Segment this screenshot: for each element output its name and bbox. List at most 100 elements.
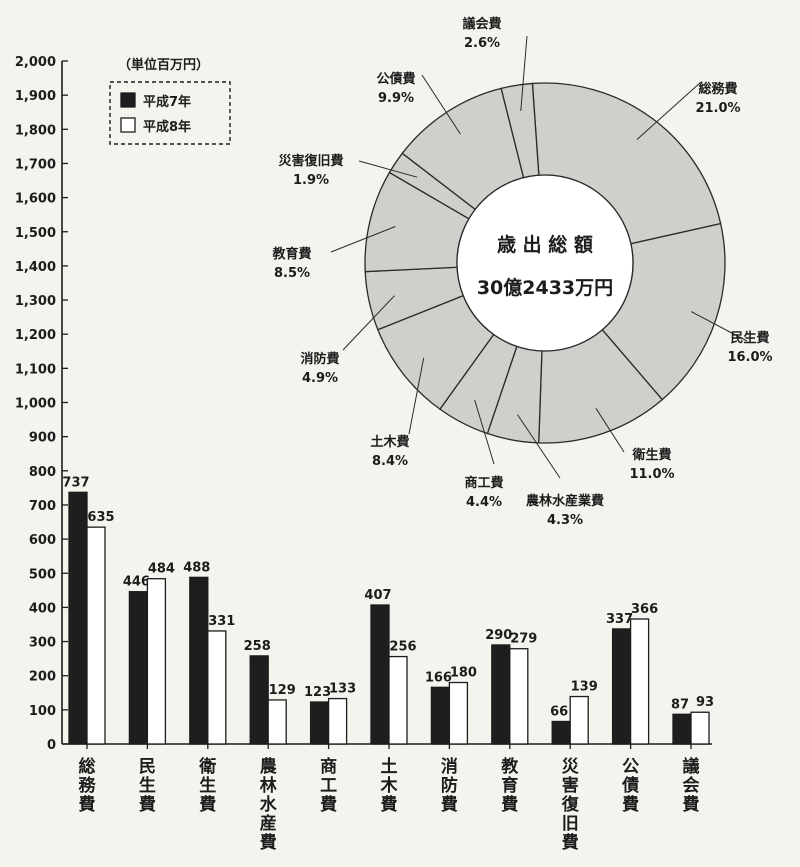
bar-series-1: [551, 720, 571, 745]
bar-series-1: [370, 604, 390, 745]
bar-series-1: [309, 701, 330, 745]
x-category-label: 総務費: [79, 756, 97, 815]
bar-value-label: 635: [87, 510, 114, 525]
bar-series-2: [509, 648, 529, 745]
bar-value-label: 446: [123, 575, 150, 590]
bar-series-2: [86, 526, 106, 745]
donut-slice-label: 議会費 2.6%: [462, 16, 501, 51]
y-tick-label: 1,100: [15, 362, 56, 377]
bar-series-1: [430, 686, 451, 745]
y-tick-label: 1,800: [15, 123, 56, 138]
bar-series-2: [388, 655, 408, 745]
bar-series-1: [128, 591, 149, 745]
bar-series-2: [267, 699, 287, 745]
x-category-label: 商工費: [320, 756, 337, 815]
bar-series-1: [491, 644, 511, 745]
donut-leader-line: [358, 160, 418, 178]
donut-center-title: 歳 出 総 額: [497, 233, 593, 256]
donut-leader-line: [342, 295, 395, 351]
donut-slice-label: 民生費 16.0%: [727, 330, 772, 365]
y-tick-label: 1,900: [15, 89, 56, 104]
x-category-label: 衛生費: [198, 756, 216, 815]
bar-series-2: [207, 630, 227, 745]
donut-hole: [456, 174, 634, 352]
bar-value-label: 484: [148, 562, 175, 577]
bar-value-label: 129: [269, 683, 296, 698]
bar-value-label: 258: [244, 639, 271, 654]
bar-value-label: 123: [304, 685, 331, 700]
legend-box: [109, 81, 231, 145]
bar-value-label: 331: [208, 614, 235, 629]
donut-slice-label: 公債費 9.9%: [376, 71, 415, 106]
bar-value-label: 66: [550, 704, 568, 719]
donut-slice-label: 商工費 4.4%: [464, 475, 503, 510]
bar-value-label: 133: [329, 682, 356, 697]
y-tick-label: 700: [29, 499, 56, 514]
donut-slice-label: 土木費 8.4%: [370, 434, 409, 469]
bar-series-2: [569, 695, 589, 745]
donut-leader-line: [421, 74, 461, 135]
donut-slice-label: 農林水産業費 4.3%: [526, 493, 604, 528]
donut-center-value: 30億2433万円: [477, 276, 613, 299]
bar-value-label: 93: [696, 695, 714, 710]
bar-value-label: 87: [671, 697, 689, 712]
bar-series-2: [146, 578, 167, 745]
bar-value-label: 279: [510, 632, 537, 647]
bar-value-label: 366: [631, 602, 658, 617]
donut-leader-line: [474, 399, 495, 465]
bar-series-1: [672, 713, 692, 745]
bar-series-1: [249, 655, 269, 745]
legend-swatch-1: [120, 92, 136, 108]
bar-series-1: [68, 491, 88, 745]
bar-series-2: [690, 711, 710, 745]
bar-value-label: 166: [425, 670, 452, 685]
bar-value-label: 139: [571, 680, 598, 695]
y-tick-label: 400: [29, 601, 56, 616]
y-tick-label: 0: [47, 738, 56, 753]
legend-label-1: 平成7年: [143, 94, 191, 110]
donut-leader-line: [330, 226, 396, 253]
y-tick-label: 1,700: [15, 157, 56, 172]
x-category-label: 消防費: [441, 756, 458, 815]
bar-value-label: 180: [450, 666, 477, 681]
bar-series-2: [448, 681, 469, 745]
donut-slice-label: 教育費 8.5%: [271, 246, 311, 281]
bar-value-label: 256: [389, 640, 416, 655]
y-tick-label: 100: [29, 704, 56, 719]
bar-series-1: [189, 576, 209, 745]
x-category-label: 土木費: [380, 756, 399, 815]
y-tick-label: 300: [29, 636, 56, 651]
bar-series-1: [611, 628, 632, 745]
donut-slice-label: 消防費 4.9%: [300, 351, 339, 386]
legend: （単位百万円） 平成7年 平成8年: [109, 57, 231, 145]
donut-leader-line: [408, 357, 425, 435]
donut-leader-line: [690, 311, 748, 342]
bar-value-label: 290: [485, 628, 512, 643]
legend-label-2: 平成8年: [143, 119, 191, 135]
y-tick-label: 1,400: [15, 260, 56, 275]
donut-slice-label: 災害復旧費 1.9%: [278, 153, 343, 188]
donut-chart: 総務費 21.0% 民生費 16.0% 衛生費 11.0% 農林水産業費 4.3% 商工費 4.4…: [271, 16, 772, 528]
x-category-label: 議会費: [683, 756, 700, 815]
y-tick-label: 200: [29, 670, 56, 685]
unit-label: （単位百万円）: [118, 57, 209, 73]
bar-value-label: 337: [606, 612, 633, 627]
donut-leader-line: [595, 408, 625, 453]
x-category-label: 公債費: [621, 757, 639, 815]
y-tick-label: 500: [29, 567, 56, 582]
x-category-label: 民生費: [139, 757, 156, 815]
x-category-label: 教育費: [500, 756, 519, 815]
y-axis: 0 100 200 300 400 500 600 700 800 900 1,000 1,100 1,…: [15, 55, 712, 853]
donut-leader-line: [520, 35, 528, 111]
y-tick-label: 800: [29, 465, 56, 480]
x-category-label: 災害復旧費: [561, 757, 580, 853]
donut-slice-label: 衛生費 11.0%: [629, 447, 674, 482]
bar-series-2: [327, 697, 348, 745]
donut-slice-label: 総務費 21.0%: [695, 81, 740, 116]
donut-leader-line: [636, 81, 702, 140]
y-tick-label: 600: [29, 533, 56, 548]
donut-leader-line: [516, 414, 561, 479]
